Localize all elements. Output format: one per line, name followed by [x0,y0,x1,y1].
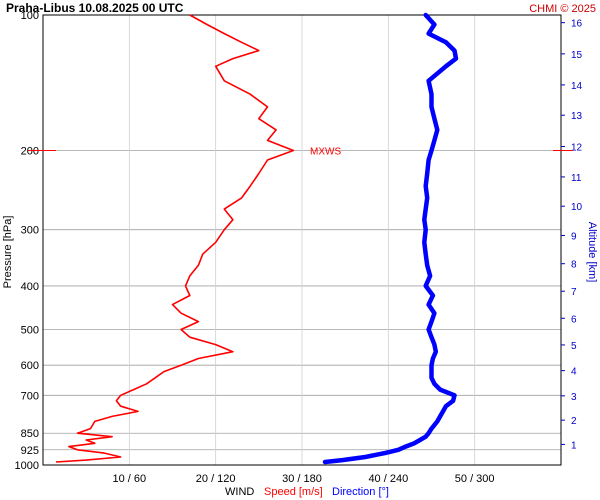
pressure-tick-label: 500 [21,325,39,337]
altitude-tick-label: 13 [571,111,583,122]
pressure-tick-label: 200 [21,145,39,157]
speed-series-line [55,14,295,463]
direction-series-line [322,12,459,465]
pressure-tick-label: 600 [21,360,39,372]
altitude-tick-label: 8 [571,260,577,271]
grid [43,14,561,466]
altitude-tick-label: 12 [571,143,583,154]
pressure-tick-label: 850 [21,428,39,440]
x-tick-label: 20 / 120 [196,473,236,485]
altitude-tick-label: 4 [571,367,577,378]
x-axis-label-speed: Speed [m/s] [264,486,323,498]
pressure-tick-label: 400 [21,281,39,293]
x-tick-label: 50 / 300 [455,473,495,485]
pressure-tick-label: 100 [21,10,39,22]
x-tick-label: 30 / 180 [282,473,322,485]
pressure-tick-label: 925 [21,445,39,457]
plot-frame [42,14,562,466]
altitude-tick-label: 3 [571,392,577,403]
copyright-label: CHMI © 2025 [529,3,596,15]
chart-title: Praha-Libus 10.08.2025 00 UTC [6,1,184,15]
altitude-tick-label: 6 [571,314,577,325]
altitude-tick-label: 11 [571,173,582,184]
altitude-tick-label: 10 [571,202,583,213]
pressure-tick-label: 1000 [15,460,39,472]
altitude-tick-label: 15 [571,50,583,61]
x-axis-label-direction: Direction [°] [332,486,389,498]
altitude-tick-label: 16 [571,19,583,30]
pressure-axis-label: Pressure [hPa] [2,216,14,289]
x-tick-label: 40 / 240 [368,473,408,485]
altitude-axis-label: Altitude [km] [586,222,598,283]
x-axis: 10 / 60 20 / 120 30 / 180 40 / 240 50 / 300 [113,473,495,485]
x-tick-label: 10 / 60 [113,473,147,485]
pressure-axis: 100 200 300 400 500 600 700 850 925 1000 [15,10,39,472]
altitude-tick-label: 7 [571,287,577,298]
altitude-tick-label: 5 [571,341,577,352]
altitude-tick-label: 2 [571,416,577,427]
x-axis-label-wind: WIND [225,486,254,498]
altitude-tick-label: 1 [571,440,577,451]
pressure-tick-label: 700 [21,390,39,402]
altitude-tick-label: 14 [571,81,583,92]
altitude-tick-label: 9 [571,231,577,242]
pressure-tick-label: 300 [21,225,39,237]
mxws-label: MXWS [310,146,341,157]
